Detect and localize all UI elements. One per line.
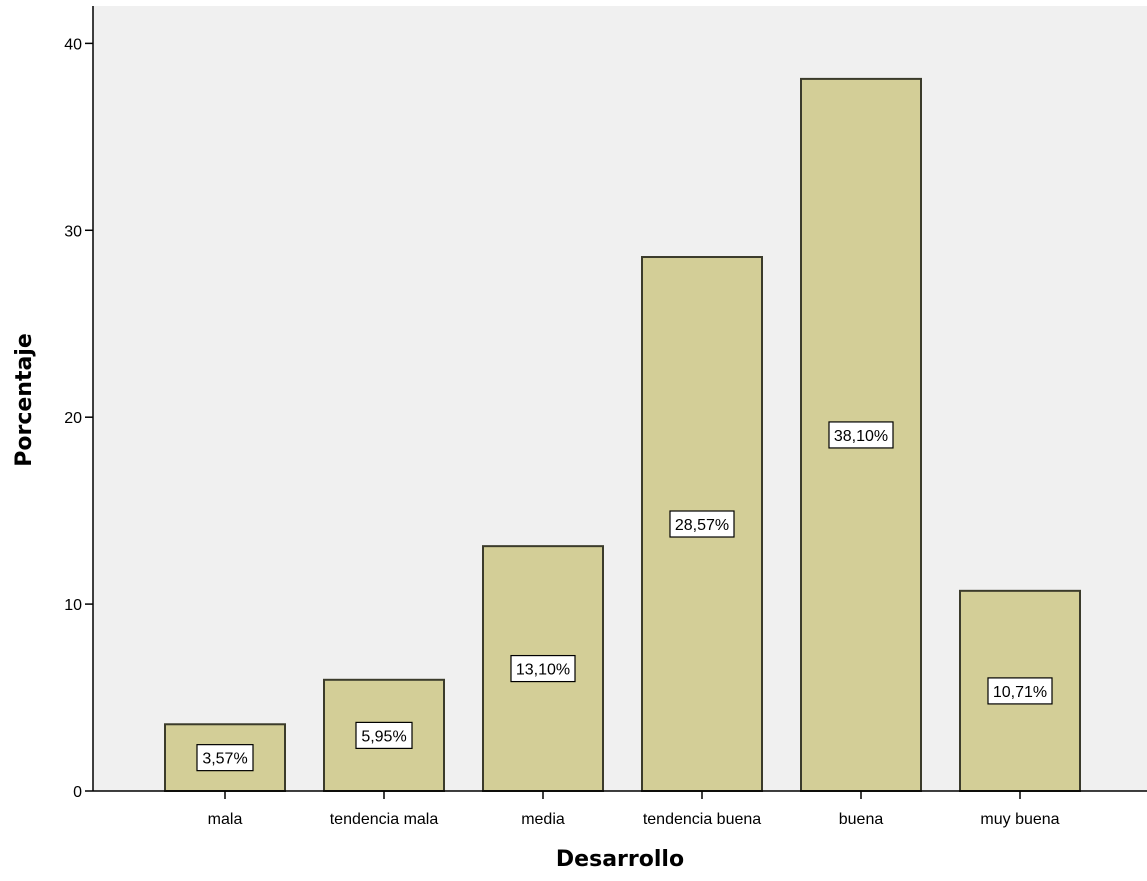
data-label-box [355, 721, 413, 749]
bar-group: 38,10% [800, 77, 922, 792]
data-label: 13,10% [516, 662, 570, 679]
data-label: 10,71% [993, 684, 1047, 701]
x-tick-label: mala [208, 811, 243, 828]
data-label: 5,95% [361, 728, 406, 745]
data-label: 28,57% [675, 517, 729, 534]
data-label: 38,10% [834, 428, 888, 445]
x-tick-label: tendencia buena [643, 811, 761, 828]
x-tick-label: tendencia mala [330, 811, 439, 828]
y-axis: 0 10 20 30 40 [64, 6, 94, 801]
x-tick-label: media [521, 811, 565, 828]
x-axis-title: Desarrollo [556, 847, 684, 872]
data-label-box [196, 744, 254, 772]
x-tick-label: buena [839, 811, 884, 828]
y-axis-title: Porcentaje [12, 333, 37, 467]
y-tick-label: 0 [73, 784, 82, 801]
bar-group: 3,57% [164, 723, 286, 793]
y-tick-label: 30 [64, 223, 82, 240]
x-axis: mala tendencia mala media tendencia buena bu… [93, 790, 1147, 828]
y-tick-label: 20 [64, 410, 82, 427]
data-label-box [669, 510, 735, 538]
bar-group: 28,57% [641, 256, 763, 792]
data-label-box [828, 421, 894, 449]
y-tick-label: 10 [64, 597, 82, 614]
data-label: 3,57% [202, 751, 247, 768]
data-label-box [510, 654, 576, 683]
y-tick-label: 40 [64, 36, 82, 53]
bar-group: 10,71% [959, 589, 1081, 793]
bar-group: 5,95% [323, 678, 445, 793]
bars-group: 3,57% 5,95% 13,10% 28,57% 38,10% 10,71% [164, 77, 1081, 793]
bar-group: 13,10% [482, 545, 604, 793]
x-tick-label: muy buena [980, 811, 1059, 828]
data-label-box [987, 677, 1053, 705]
